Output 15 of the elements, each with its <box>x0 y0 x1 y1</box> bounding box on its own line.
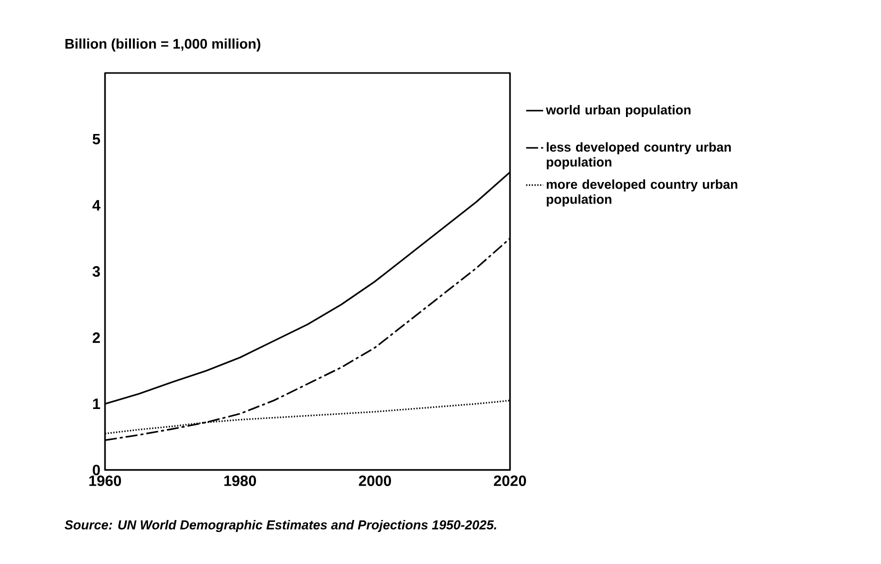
legend-label: more developed country urban population <box>546 179 738 206</box>
legend-label: world urban population <box>546 104 690 118</box>
y-tick-label: 1 <box>93 398 100 409</box>
x-tick-label: 1980 <box>224 475 256 486</box>
x-tick-label: 2000 <box>358 475 391 486</box>
y-tick-label: 2 <box>92 332 100 343</box>
y-tick-label: 0 <box>92 464 100 476</box>
legend-label: less developed country urban population <box>546 142 731 170</box>
x-tick-label: 1960 <box>89 475 121 486</box>
x-tick-label: 2020 <box>494 475 526 486</box>
y-axis-title: Billion (billion = 1,000 million) <box>65 38 260 52</box>
y-tick-label: 4 <box>92 200 100 210</box>
y-tick-label: 3 <box>92 266 100 277</box>
text: Source: UN World Demographic Estimates and Projections 1950-2025. <box>64 520 496 532</box>
y-tick-label: 5 <box>92 134 100 144</box>
